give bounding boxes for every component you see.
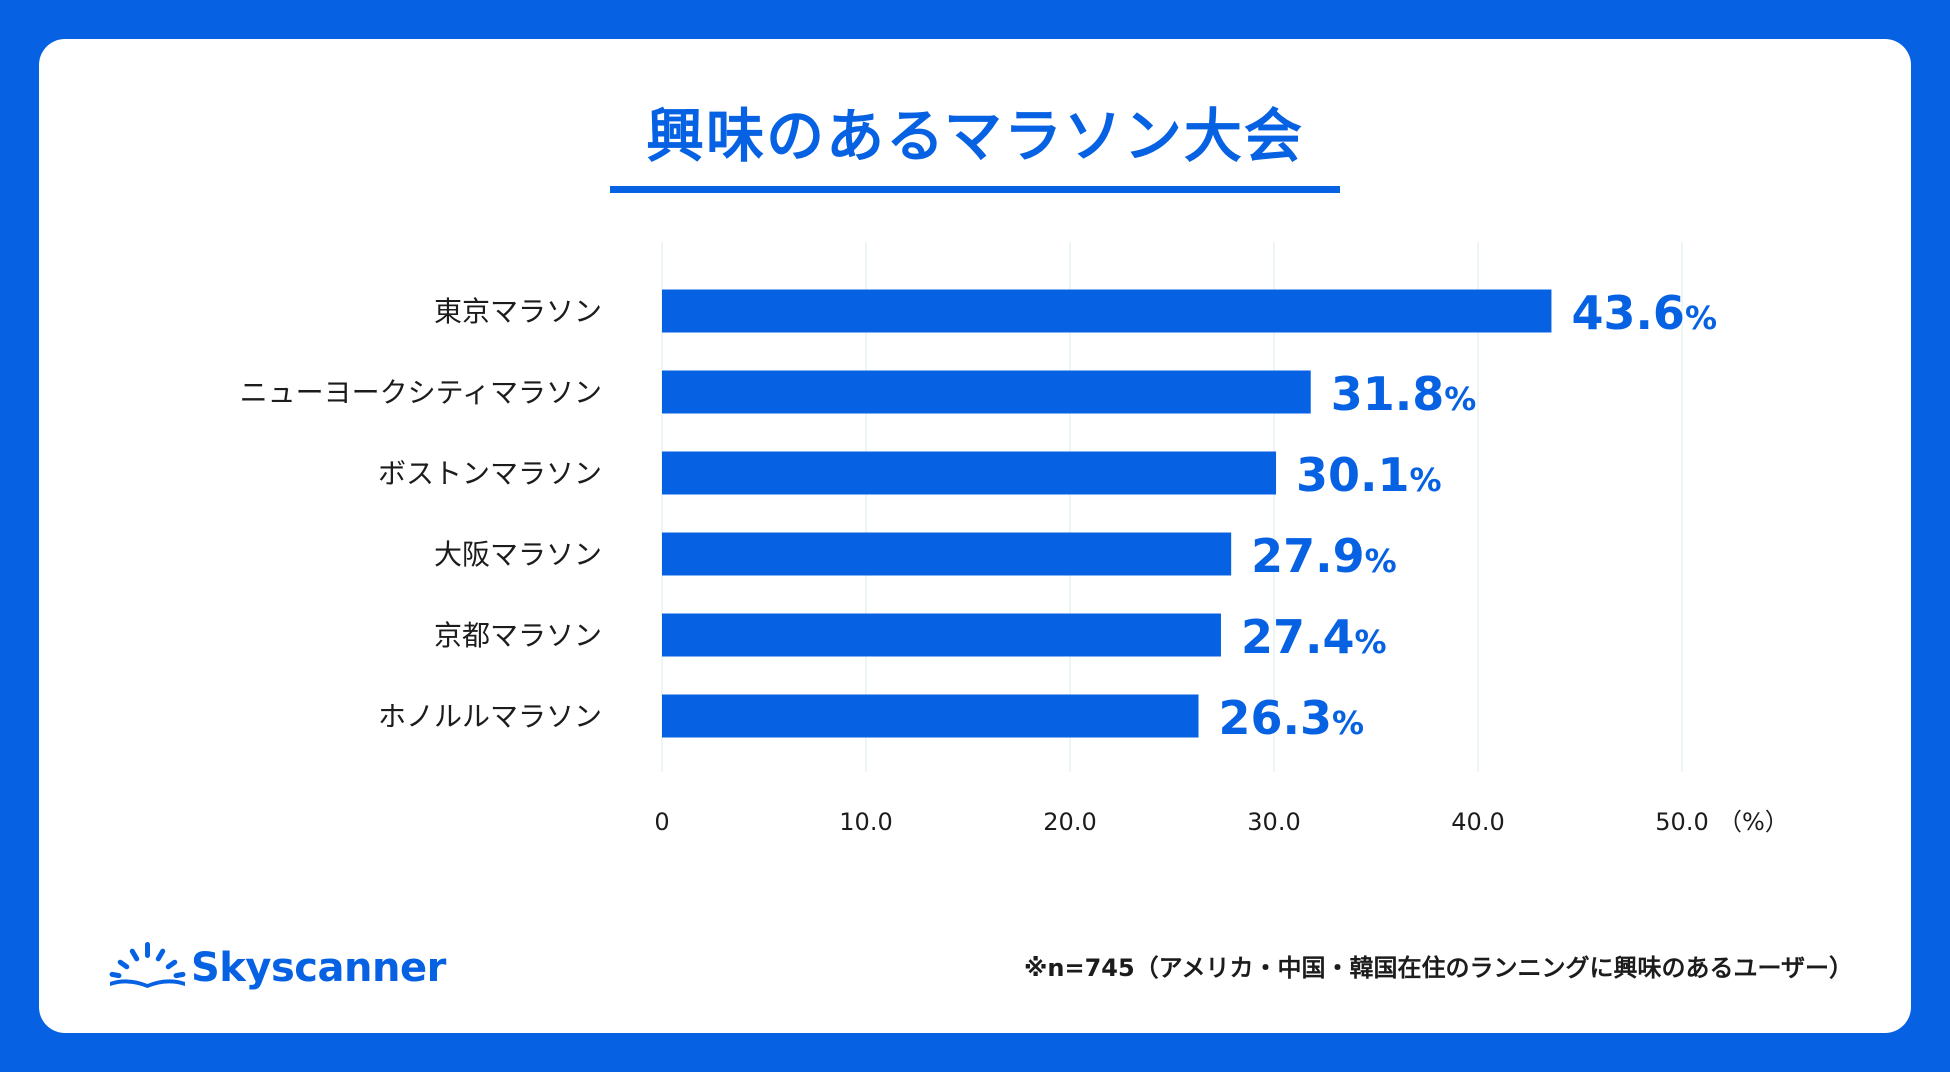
category-label: ニューヨークシティマラソン [240,376,602,409]
bar [662,451,1277,495]
chart-title: 興味のあるマラソン大会 [646,102,1304,170]
title-underline [610,186,1340,193]
value-suffix: % [1354,623,1386,661]
value-label: 31.8% [1331,367,1477,421]
category-label: 東京マラソン [434,295,602,328]
value-suffix: % [1444,380,1476,418]
x-tick-label: 40.0 [1451,808,1504,836]
x-tick-label: 50.0 [1655,808,1708,836]
bar [662,289,1552,333]
bar [662,613,1221,657]
brand-name: Skyscanner [191,945,446,991]
value-suffix: % [1332,704,1364,742]
x-tick-label: 30.0 [1247,808,1300,836]
x-tick-label: 20.0 [1043,808,1096,836]
value-label: 43.6% [1571,286,1717,340]
bar [662,370,1311,414]
category-label: 大阪マラソン [434,538,602,571]
value-label: 27.9% [1251,529,1397,583]
value-suffix: % [1365,542,1397,580]
bar [662,694,1199,738]
value-label: 26.3% [1219,691,1365,745]
value-suffix: % [1410,461,1442,499]
x-unit-label: （%） [1718,808,1789,836]
x-tick-label: 0 [654,808,669,836]
category-label: ボストンマラソン [378,457,602,490]
bar [662,532,1232,576]
x-tick-label: 10.0 [839,808,892,836]
value-label: 30.1% [1296,448,1442,502]
footnote: ※n=745（アメリカ・中国・韓国在住のランニングに興味のあるユーザー） [1024,954,1853,982]
skyscanner-logo-icon [109,942,186,988]
value-suffix: % [1685,299,1717,337]
category-label: 京都マラソン [434,619,602,652]
value-label: 27.4% [1241,610,1387,664]
category-label: ホノルルマラソン [378,700,602,733]
